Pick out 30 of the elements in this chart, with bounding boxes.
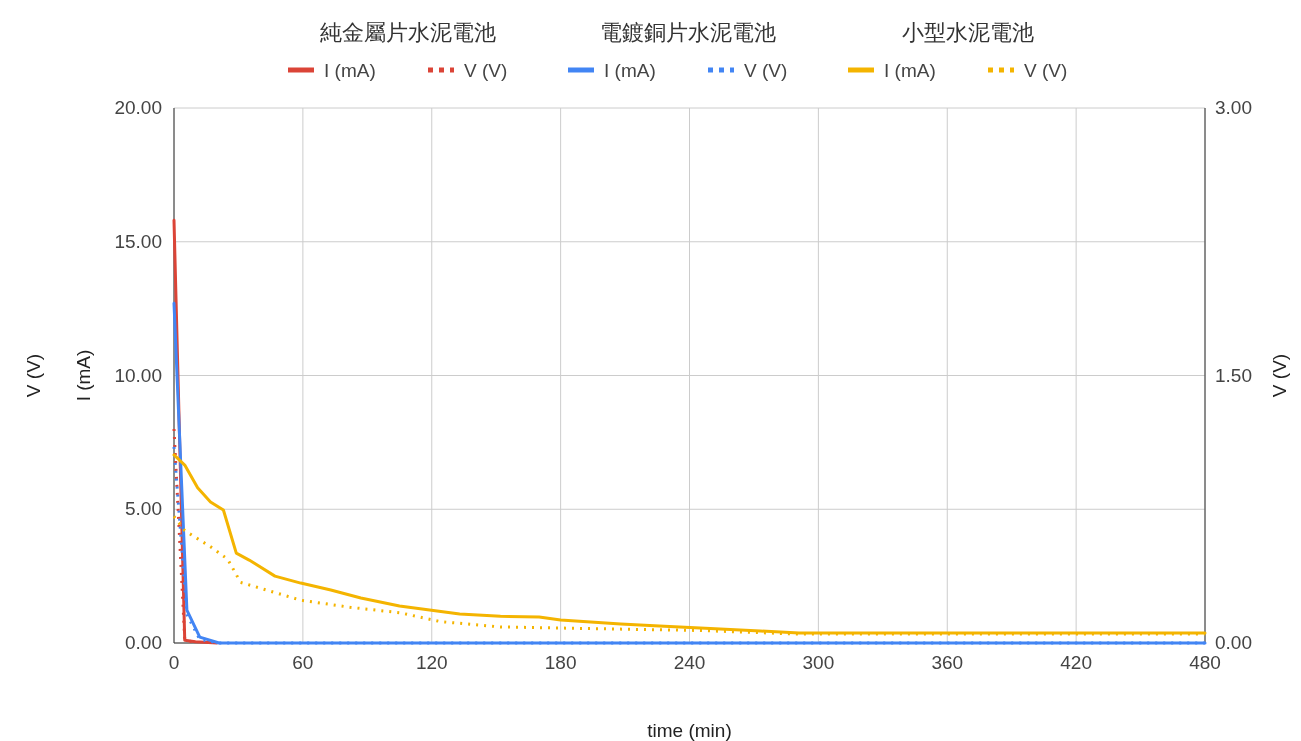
y-tick-label: 0.00 — [125, 632, 162, 653]
y2-tick-label: 1.50 — [1215, 364, 1252, 386]
y-tick-label: 10.00 — [114, 364, 162, 386]
y2-axis-title: V (V) — [1269, 353, 1290, 398]
y-axis-title: I (mA) — [73, 349, 94, 402]
x-tick-label: 360 — [931, 652, 964, 673]
x-tick-label: 480 — [1189, 652, 1221, 673]
x-tick-label: 120 — [415, 652, 448, 673]
x-tick-label: 180 — [544, 652, 577, 673]
legend-label: V (V) — [1024, 60, 1068, 81]
text: 小型水泥電池 — [902, 20, 1034, 45]
text: 純金屬片水泥電池 — [320, 20, 496, 45]
y2-tick-label: 3.00 — [1215, 97, 1252, 118]
legend-label: I (mA) — [604, 60, 656, 81]
x-axis-title: time (min) — [647, 720, 732, 741]
x-tick-label: 300 — [802, 652, 835, 673]
y2-tick-label: 0.00 — [1215, 632, 1252, 653]
y-tick-label: 15.00 — [114, 230, 162, 252]
legend-label: I (mA) — [324, 60, 376, 81]
x-tick-label: 0 — [168, 652, 180, 673]
x-tick-label: 420 — [1060, 652, 1092, 673]
y-tick-label: 5.00 — [125, 498, 162, 520]
text: 電鍍銅片水泥電池 — [600, 20, 776, 45]
legend-label: V (V) — [464, 60, 508, 81]
x-tick-label: 60 — [292, 652, 314, 673]
y-tick-label: 20.00 — [114, 97, 162, 118]
legend-label: I (mA) — [884, 60, 936, 81]
text: V (V) — [23, 353, 44, 398]
legend-label: V (V) — [744, 60, 788, 81]
x-tick-label: 240 — [673, 652, 706, 673]
